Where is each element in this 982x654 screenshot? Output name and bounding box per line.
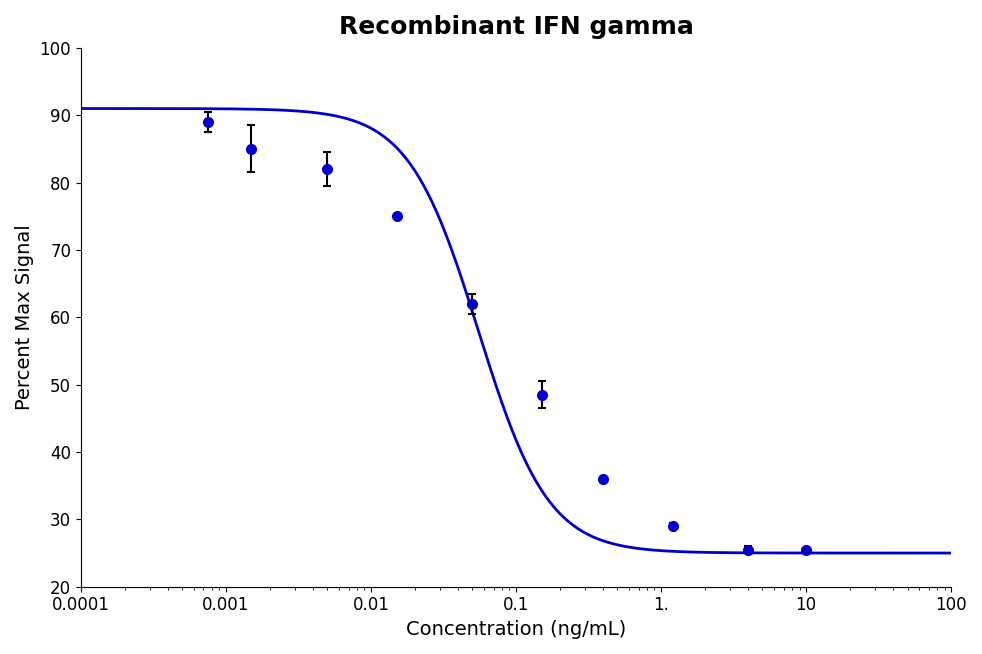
X-axis label: Concentration (ng/mL): Concentration (ng/mL) xyxy=(406,620,627,639)
Title: Recombinant IFN gamma: Recombinant IFN gamma xyxy=(339,15,693,39)
Y-axis label: Percent Max Signal: Percent Max Signal xyxy=(15,224,34,410)
